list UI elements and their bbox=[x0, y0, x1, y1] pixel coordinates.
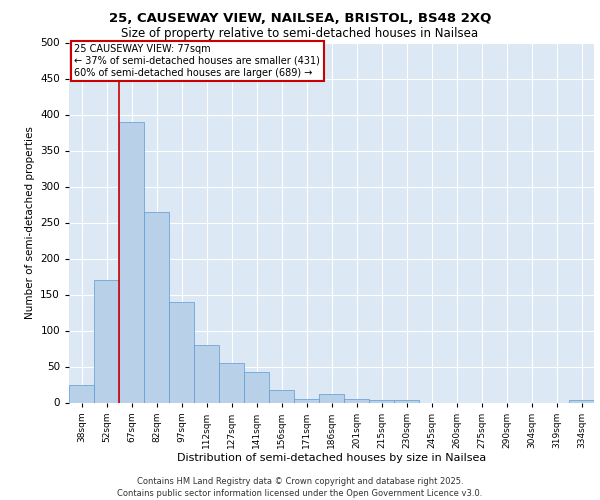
Bar bbox=[219, 363, 244, 403]
Bar bbox=[69, 384, 94, 402]
Text: 25, CAUSEWAY VIEW, NAILSEA, BRISTOL, BS48 2XQ: 25, CAUSEWAY VIEW, NAILSEA, BRISTOL, BS4… bbox=[109, 12, 491, 26]
Bar bbox=[169, 302, 194, 402]
Bar bbox=[119, 122, 144, 402]
Bar bbox=[319, 394, 344, 402]
Bar bbox=[369, 400, 394, 402]
X-axis label: Distribution of semi-detached houses by size in Nailsea: Distribution of semi-detached houses by … bbox=[177, 454, 486, 464]
Bar bbox=[194, 345, 219, 403]
Bar bbox=[344, 399, 369, 402]
Bar bbox=[294, 399, 319, 402]
Bar bbox=[394, 400, 419, 402]
Bar bbox=[244, 372, 269, 402]
Text: Contains HM Land Registry data © Crown copyright and database right 2025.
Contai: Contains HM Land Registry data © Crown c… bbox=[118, 476, 482, 498]
Text: Size of property relative to semi-detached houses in Nailsea: Size of property relative to semi-detach… bbox=[121, 28, 479, 40]
Text: 25 CAUSEWAY VIEW: 77sqm
← 37% of semi-detached houses are smaller (431)
60% of s: 25 CAUSEWAY VIEW: 77sqm ← 37% of semi-de… bbox=[74, 44, 320, 78]
Bar bbox=[269, 390, 294, 402]
Bar bbox=[144, 212, 169, 402]
Bar bbox=[94, 280, 119, 402]
Bar bbox=[569, 400, 594, 402]
Y-axis label: Number of semi-detached properties: Number of semi-detached properties bbox=[25, 126, 35, 319]
